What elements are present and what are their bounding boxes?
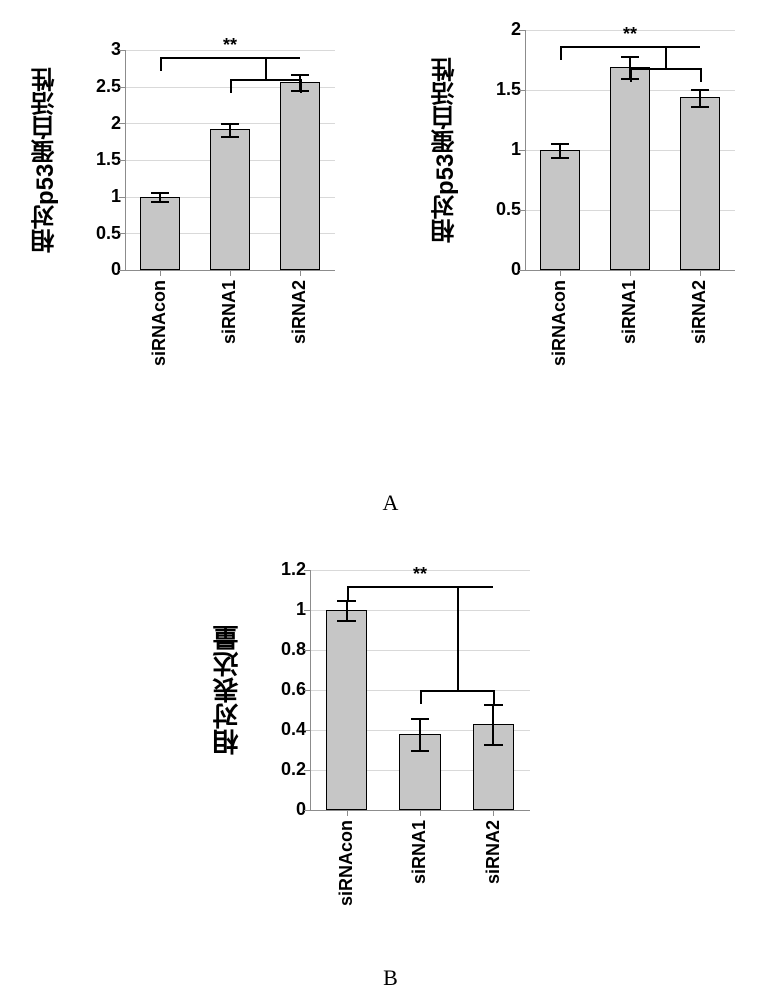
xtick-label: siRNAcon	[149, 280, 170, 390]
sig-bracket	[300, 79, 302, 93]
errorbar-cap	[484, 704, 502, 706]
xtick-mark	[347, 810, 348, 816]
sig-stars: **	[610, 24, 650, 45]
xtick-mark	[300, 270, 301, 276]
y-axis-label: 相对表达量	[214, 570, 240, 810]
sig-bracket	[230, 79, 300, 81]
xtick-mark	[630, 270, 631, 276]
chart-1-panel: 00.511.522.53siRNAconsiRNA1siRNA2**相对p53…	[30, 20, 350, 380]
errorbar	[346, 600, 348, 620]
bar	[210, 129, 249, 270]
xtick-label: siRNA1	[619, 280, 640, 390]
xtick-label: siRNAcon	[336, 820, 357, 930]
errorbar-cap	[337, 600, 355, 602]
sig-bracket	[665, 46, 667, 68]
y-axis	[125, 50, 126, 270]
errorbar-cap	[411, 718, 429, 720]
bar	[280, 82, 319, 270]
y-axis-label: 相对p53蛋白活性	[434, 30, 458, 270]
sig-bracket	[160, 57, 162, 71]
chart-1-plot: 00.511.522.53siRNAconsiRNA1siRNA2**相对p53…	[30, 20, 350, 380]
xtick-mark	[160, 270, 161, 276]
bar	[680, 97, 719, 270]
errorbar	[492, 704, 494, 744]
errorbar-cap	[691, 106, 709, 108]
y-axis	[525, 30, 526, 270]
errorbar-cap	[291, 74, 309, 76]
sig-bracket	[630, 68, 700, 70]
xtick-label: siRNA1	[219, 280, 240, 390]
y-axis-label: 相对p53蛋白活性	[34, 50, 58, 270]
panel-label-a: A	[0, 490, 781, 516]
xtick-label: siRNA2	[483, 820, 504, 930]
xtick-mark	[230, 270, 231, 276]
panel-label-b: B	[0, 965, 781, 991]
sig-bracket	[560, 46, 700, 48]
errorbar-cap	[221, 136, 239, 138]
xtick-label: siRNA2	[289, 280, 310, 390]
bar	[540, 150, 579, 270]
page: 00.511.522.53siRNAconsiRNA1siRNA2**相对p53…	[0, 0, 781, 1000]
sig-bracket	[630, 68, 632, 82]
errorbar-cap	[551, 157, 569, 159]
sig-bracket	[420, 690, 422, 704]
xtick-label: siRNA2	[689, 280, 710, 390]
errorbar-cap	[691, 89, 709, 91]
sig-bracket	[457, 586, 459, 690]
errorbar-cap	[337, 620, 355, 622]
sig-bracket	[160, 57, 300, 59]
errorbar-cap	[551, 143, 569, 145]
xtick-mark	[560, 270, 561, 276]
xtick-mark	[700, 270, 701, 276]
sig-bracket	[265, 57, 267, 79]
errorbar-cap	[151, 201, 169, 203]
xtick-mark	[493, 810, 494, 816]
sig-bracket	[347, 586, 494, 588]
sig-stars: **	[400, 564, 440, 585]
errorbar-cap	[221, 123, 239, 125]
errorbar	[699, 89, 701, 106]
bar	[610, 67, 649, 270]
sig-bracket	[347, 586, 349, 600]
errorbar-cap	[151, 192, 169, 194]
xtick-label: siRNA1	[409, 820, 430, 930]
sig-bracket	[700, 68, 702, 82]
chart-2-panel: 00.511.52siRNAconsiRNA1siRNA2**相对p53蛋白活性	[430, 0, 750, 380]
xtick-label: siRNAcon	[549, 280, 570, 390]
errorbar-cap	[484, 744, 502, 746]
errorbar	[559, 143, 561, 157]
bar	[326, 610, 367, 810]
bar	[140, 197, 179, 270]
sig-bracket	[230, 79, 232, 93]
chart-3-panel: 00.20.40.60.811.2siRNAconsiRNA1siRNA2**相…	[210, 540, 550, 920]
sig-bracket	[493, 690, 495, 704]
errorbar-cap	[621, 56, 639, 58]
xtick-mark	[420, 810, 421, 816]
sig-stars: **	[210, 35, 250, 56]
sig-bracket	[420, 690, 493, 692]
errorbar	[419, 718, 421, 750]
errorbar-cap	[411, 750, 429, 752]
chart-2-plot: 00.511.52siRNAconsiRNA1siRNA2**相对p53蛋白活性	[430, 0, 750, 380]
y-axis	[310, 570, 311, 810]
chart-3-plot: 00.20.40.60.811.2siRNAconsiRNA1siRNA2**相…	[210, 540, 550, 920]
sig-bracket	[560, 46, 562, 60]
